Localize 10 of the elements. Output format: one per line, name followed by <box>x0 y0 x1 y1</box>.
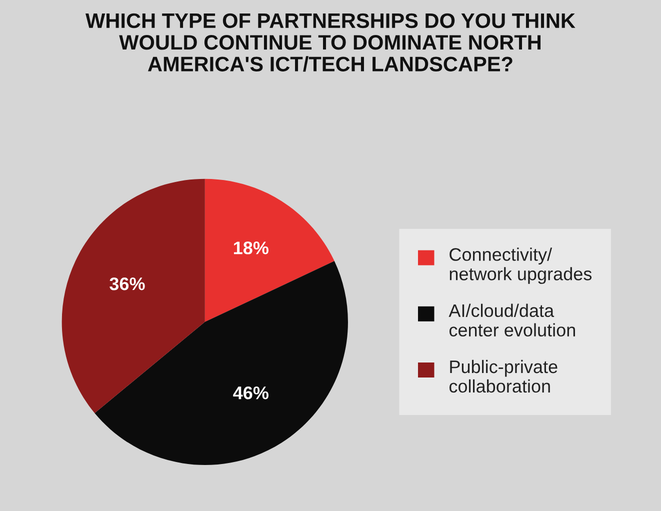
legend-label: AI/cloud/data center evolution <box>448 304 575 336</box>
pie-slice <box>204 178 334 322</box>
chart-title: WHICH TYPE OF PARTNERSHIPS DO YOU THINK WOULD CONTINUE TO DOMINATE NORTH AMERICA'S ICT/TECH LANDSCAPE? <box>86 13 576 72</box>
legend-label: Public-private collaboration <box>449 360 558 393</box>
pie-slice <box>62 178 205 414</box>
legend-label: Connectivity/ network upgrades <box>450 248 592 284</box>
data-label: 18% <box>234 242 269 254</box>
pie-slice <box>94 261 348 465</box>
data-label: 36% <box>110 277 145 290</box>
data-label: 46% <box>233 386 269 400</box>
